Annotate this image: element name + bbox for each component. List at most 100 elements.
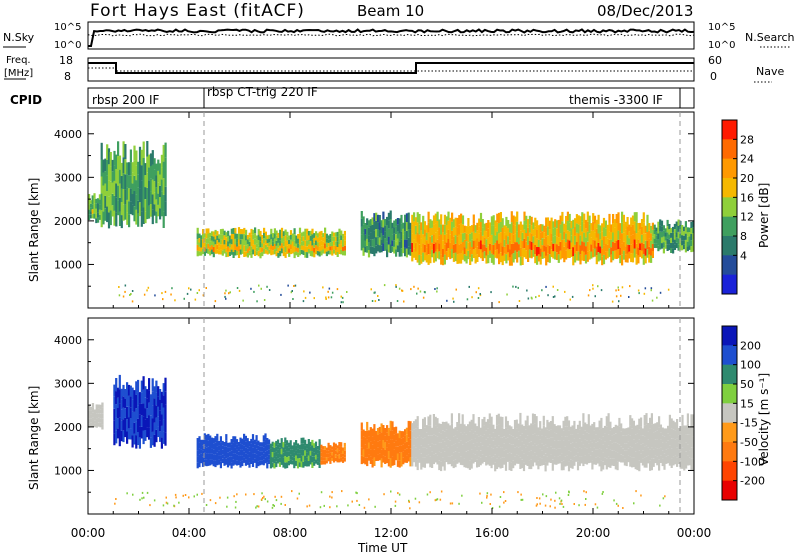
velocity-echo-cell (200, 453, 203, 459)
power-echo-cell (443, 214, 446, 225)
velocity-echo-cell (266, 438, 269, 445)
velocity-echo-cell (485, 430, 488, 440)
power-echo-cell (334, 241, 337, 246)
velocity-echo-cell (269, 453, 272, 459)
velocity-echo-cell (625, 450, 628, 459)
velocity-echo-cell (600, 417, 603, 429)
velocity-echo-cell (159, 389, 162, 400)
power-echo-cell (660, 226, 664, 232)
power-echo-cell (207, 248, 210, 254)
power-echo-cell (93, 198, 96, 204)
power-echo-cell (519, 247, 522, 257)
velocity-echo-cell (560, 428, 563, 437)
velocity-echo-cell (216, 459, 219, 466)
velocity-echo-cell (576, 461, 580, 471)
power-echo-cell (324, 232, 327, 238)
velocity-echo-cell (470, 449, 473, 459)
power-echo-cell (440, 224, 443, 235)
power-echo-cell (639, 250, 642, 257)
velocity-echo-cell (573, 429, 576, 439)
power-echo-cell (371, 246, 374, 254)
velocity-speckle (236, 493, 238, 496)
power-speckle (256, 300, 258, 303)
power-echo-cell (628, 251, 631, 259)
velocity-speckle (114, 502, 116, 505)
velocity-echo-cell (309, 460, 312, 465)
velocity-speckle (273, 504, 275, 507)
velocity-echo-cell (506, 445, 509, 454)
power-echo-cell (483, 244, 486, 252)
velocity-echo-cell (427, 435, 430, 445)
velocity-speckle (264, 498, 266, 501)
velocity-echo-cell (97, 408, 100, 414)
power-echo-cell (273, 228, 276, 234)
velocity-echo-cell (325, 447, 328, 451)
power-echo-cell (467, 234, 470, 243)
power-echo-cell (228, 247, 232, 252)
velocity-echo-cell (652, 432, 655, 441)
power-speckle (637, 289, 640, 292)
velocity-echo-cell (490, 457, 493, 469)
power-speckle (170, 293, 172, 296)
velocity-echo-cell (658, 438, 661, 449)
power-echo-cell (162, 144, 165, 162)
power-echo-cell (646, 214, 649, 224)
velocity-echo-cell (571, 425, 574, 435)
velocity-speckle (561, 503, 563, 505)
velocity-echo-cell (504, 438, 508, 450)
power-echo-cell (373, 213, 376, 222)
velocity-echo-cell (378, 433, 381, 441)
power-echo-cell (320, 240, 323, 246)
power-speckle (198, 289, 200, 292)
velocity-echo-cell (483, 435, 486, 444)
power-echo-cell (149, 178, 153, 192)
velocity-echo-cell (314, 459, 318, 464)
velocity-echo-cell (207, 440, 210, 447)
power-echo-cell (675, 221, 678, 227)
power-speckle (398, 287, 401, 290)
power-echo-cell (135, 180, 138, 195)
power-echo-cell (451, 221, 454, 231)
power-echo-cell (595, 255, 598, 265)
power-echo-cell (115, 197, 118, 213)
power-echo-cell (559, 215, 562, 225)
power-echo-cell (196, 250, 199, 257)
power-echo-cell (532, 249, 535, 257)
power-speckle (258, 284, 260, 287)
power-echo-cell (510, 211, 513, 223)
velocity-echo-cell (580, 456, 583, 464)
power-echo-cell (604, 244, 607, 252)
velocity-speckle (235, 500, 237, 503)
power-echo-cell (630, 217, 633, 227)
power-echo-cell (140, 180, 143, 196)
velocity-echo-cell (295, 455, 298, 461)
power-echo-cell (393, 227, 396, 234)
power-speckle (615, 289, 617, 292)
power-echo-cell (250, 240, 253, 247)
power-echo-cell (280, 238, 284, 244)
power-echo-cell (232, 234, 235, 240)
power-echo-cell (243, 239, 246, 246)
power-echo-cell (232, 240, 235, 246)
power-echo-cell (248, 246, 251, 251)
velocity-echo-cell (654, 423, 657, 432)
velocity-echo-cell (499, 427, 502, 438)
power-echo-cell (666, 219, 669, 227)
power-echo-cell (559, 224, 562, 234)
power-echo-cell (686, 227, 689, 233)
power-speckle (611, 300, 614, 303)
velocity-echo-cell (127, 417, 131, 429)
power-echo-cell (512, 243, 515, 254)
power-echo-cell (126, 174, 129, 188)
power-speckle (471, 296, 473, 299)
power-echo-cell (225, 242, 228, 248)
velocity-echo-cell (580, 448, 583, 457)
power-echo-cell (257, 229, 260, 235)
power-echo-cell (434, 223, 437, 233)
velocity-echo-cell (647, 455, 650, 464)
power-echo-cell (107, 180, 111, 197)
velocity-echo-cell (268, 454, 271, 460)
power-echo-cell (142, 191, 145, 208)
power-echo-cell (577, 242, 580, 252)
velocity-echo-cell (255, 435, 258, 442)
